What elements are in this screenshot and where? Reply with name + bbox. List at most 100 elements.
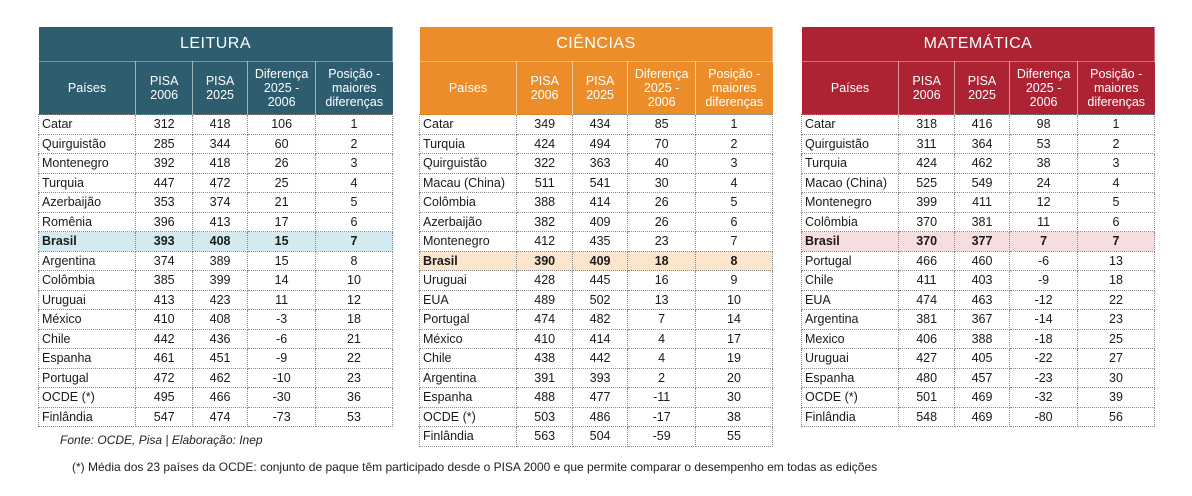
- cell-posicao: 22: [1076, 289, 1156, 310]
- cell-diferenca: -6: [247, 328, 316, 349]
- cell-pisa-2025: 463: [953, 289, 1011, 310]
- cell-diferenca: 11: [247, 289, 316, 310]
- cell-country: Uruguai: [800, 348, 900, 369]
- cell-pisa-2006: 461: [135, 348, 193, 369]
- cell-pisa-2006: 410: [516, 328, 573, 349]
- cell-pisa-2025: 408: [191, 309, 249, 330]
- table-row: OCDE (*) 495 466 -30 36: [37, 387, 394, 408]
- table-title: LEITURA: [38, 26, 393, 62]
- cell-posicao: 25: [1076, 328, 1156, 349]
- cell-posicao: 5: [314, 192, 394, 213]
- cell-country: Portugal: [418, 309, 518, 330]
- cell-pisa-2006: 424: [516, 133, 573, 154]
- cell-diferenca: -80: [1009, 406, 1078, 427]
- cell-posicao: 55: [695, 426, 773, 447]
- cell-pisa-2006: 547: [135, 406, 193, 427]
- col-header-paises: Países: [38, 61, 136, 115]
- cell-diferenca: -14: [1009, 309, 1078, 330]
- cell-diferenca: 14: [247, 270, 316, 291]
- cell-pisa-2006: 474: [516, 309, 573, 330]
- table-row: Turquia 447 472 25 4: [37, 172, 394, 193]
- cell-pisa-2006: 424: [898, 153, 955, 174]
- cell-posicao: 39: [1076, 387, 1156, 408]
- cell-pisa-2025: 451: [191, 348, 249, 369]
- cell-pisa-2006: 353: [135, 192, 193, 213]
- cell-country: OCDE (*): [418, 406, 518, 427]
- cell-posicao: 3: [1076, 153, 1156, 174]
- cell-diferenca: 38: [1009, 153, 1078, 174]
- cell-posicao: 10: [695, 289, 773, 310]
- cell-diferenca: 2: [627, 367, 697, 388]
- cell-pisa-2006: 438: [516, 348, 573, 369]
- table-row: Portugal 466 460 -6 13: [800, 250, 1156, 271]
- cell-diferenca: -30: [247, 387, 316, 408]
- table-row: Montenegro 399 411 12 5: [800, 192, 1156, 213]
- cell-pisa-2006: 312: [135, 114, 193, 135]
- cell-posicao: 21: [314, 328, 394, 349]
- cell-pisa-2025: 442: [571, 348, 629, 369]
- col-header-pisa-2025: PISA 2025: [191, 61, 248, 115]
- cell-country: Chile: [37, 328, 137, 349]
- cell-posicao: 2: [695, 133, 773, 154]
- cell-posicao: 56: [1076, 406, 1156, 427]
- cell-pisa-2025: 377: [953, 231, 1011, 252]
- cell-pisa-2025: 435: [571, 231, 629, 252]
- cell-diferenca: 17: [247, 211, 316, 232]
- col-header-pisa-2006: PISA 2006: [135, 61, 193, 115]
- table-row: Espanha 488 477 -11 30: [418, 387, 773, 408]
- col-header-diferenca: Diferença 2025 - 2006: [1009, 61, 1078, 115]
- cell-pisa-2006: 472: [135, 367, 193, 388]
- cell-country: Finlândia: [800, 406, 900, 427]
- cell-diferenca: -12: [1009, 289, 1078, 310]
- cell-pisa-2006: 370: [898, 231, 955, 252]
- cell-diferenca: -32: [1009, 387, 1078, 408]
- cell-pisa-2006: 503: [516, 406, 573, 427]
- cell-country: Espanha: [37, 348, 137, 369]
- cell-pisa-2025: 409: [571, 211, 629, 232]
- cell-pisa-2006: 311: [898, 133, 955, 154]
- cell-country: Macau (China): [418, 172, 518, 193]
- cell-pisa-2006: 525: [898, 172, 955, 193]
- cell-posicao: 18: [1076, 270, 1156, 291]
- cell-pisa-2006: 349: [516, 114, 573, 135]
- cell-pisa-2025: 469: [953, 406, 1011, 427]
- cell-posicao: 23: [1076, 309, 1156, 330]
- cell-country: Espanha: [418, 387, 518, 408]
- cell-posicao: 38: [695, 406, 773, 427]
- cell-pisa-2025: 423: [191, 289, 249, 310]
- cell-posicao: 13: [1076, 250, 1156, 271]
- col-header-diferenca: Diferença 2025 - 2006: [627, 61, 696, 115]
- table-row: Chile 411 403 -9 18: [800, 270, 1156, 291]
- cell-diferenca: 40: [627, 153, 697, 174]
- col-header-pisa-2025: PISA 2025: [571, 61, 628, 115]
- cell-diferenca: 26: [247, 153, 316, 174]
- cell-diferenca: 30: [627, 172, 697, 193]
- cell-diferenca: -9: [1009, 270, 1078, 291]
- cell-posicao: 22: [314, 348, 394, 369]
- cell-diferenca: 106: [247, 114, 316, 135]
- table-row: Finlândia 548 469 -80 56: [800, 406, 1156, 427]
- table-row: OCDE (*) 503 486 -17 38: [418, 406, 773, 427]
- table-row: México 410 408 -3 18: [37, 309, 394, 330]
- cell-posicao: 8: [695, 250, 773, 271]
- cell-diferenca: 7: [1009, 231, 1078, 252]
- cell-pisa-2006: 285: [135, 133, 193, 154]
- col-header-diferenca: Diferença 2025 - 2006: [247, 61, 316, 115]
- cell-posicao: 7: [1076, 231, 1156, 252]
- cell-pisa-2006: 392: [135, 153, 193, 174]
- cell-posicao: 4: [1076, 172, 1156, 193]
- cell-pisa-2025: 399: [191, 270, 249, 291]
- table-row: Portugal 474 482 7 14: [418, 309, 773, 330]
- cell-country: Catar: [800, 114, 900, 135]
- cell-country: Montenegro: [37, 153, 137, 174]
- col-header-paises: Países: [419, 61, 517, 115]
- cell-pisa-2025: 408: [191, 231, 249, 252]
- cell-diferenca: 85: [627, 114, 697, 135]
- table-row: Colômbia 370 381 11 6: [800, 211, 1156, 232]
- cell-pisa-2006: 318: [898, 114, 955, 135]
- cell-posicao: 18: [314, 309, 394, 330]
- cell-posicao: 20: [695, 367, 773, 388]
- cell-country: México: [418, 328, 518, 349]
- cell-diferenca: -22: [1009, 348, 1078, 369]
- col-header-posicao: Posição - maiores diferenças: [314, 61, 393, 115]
